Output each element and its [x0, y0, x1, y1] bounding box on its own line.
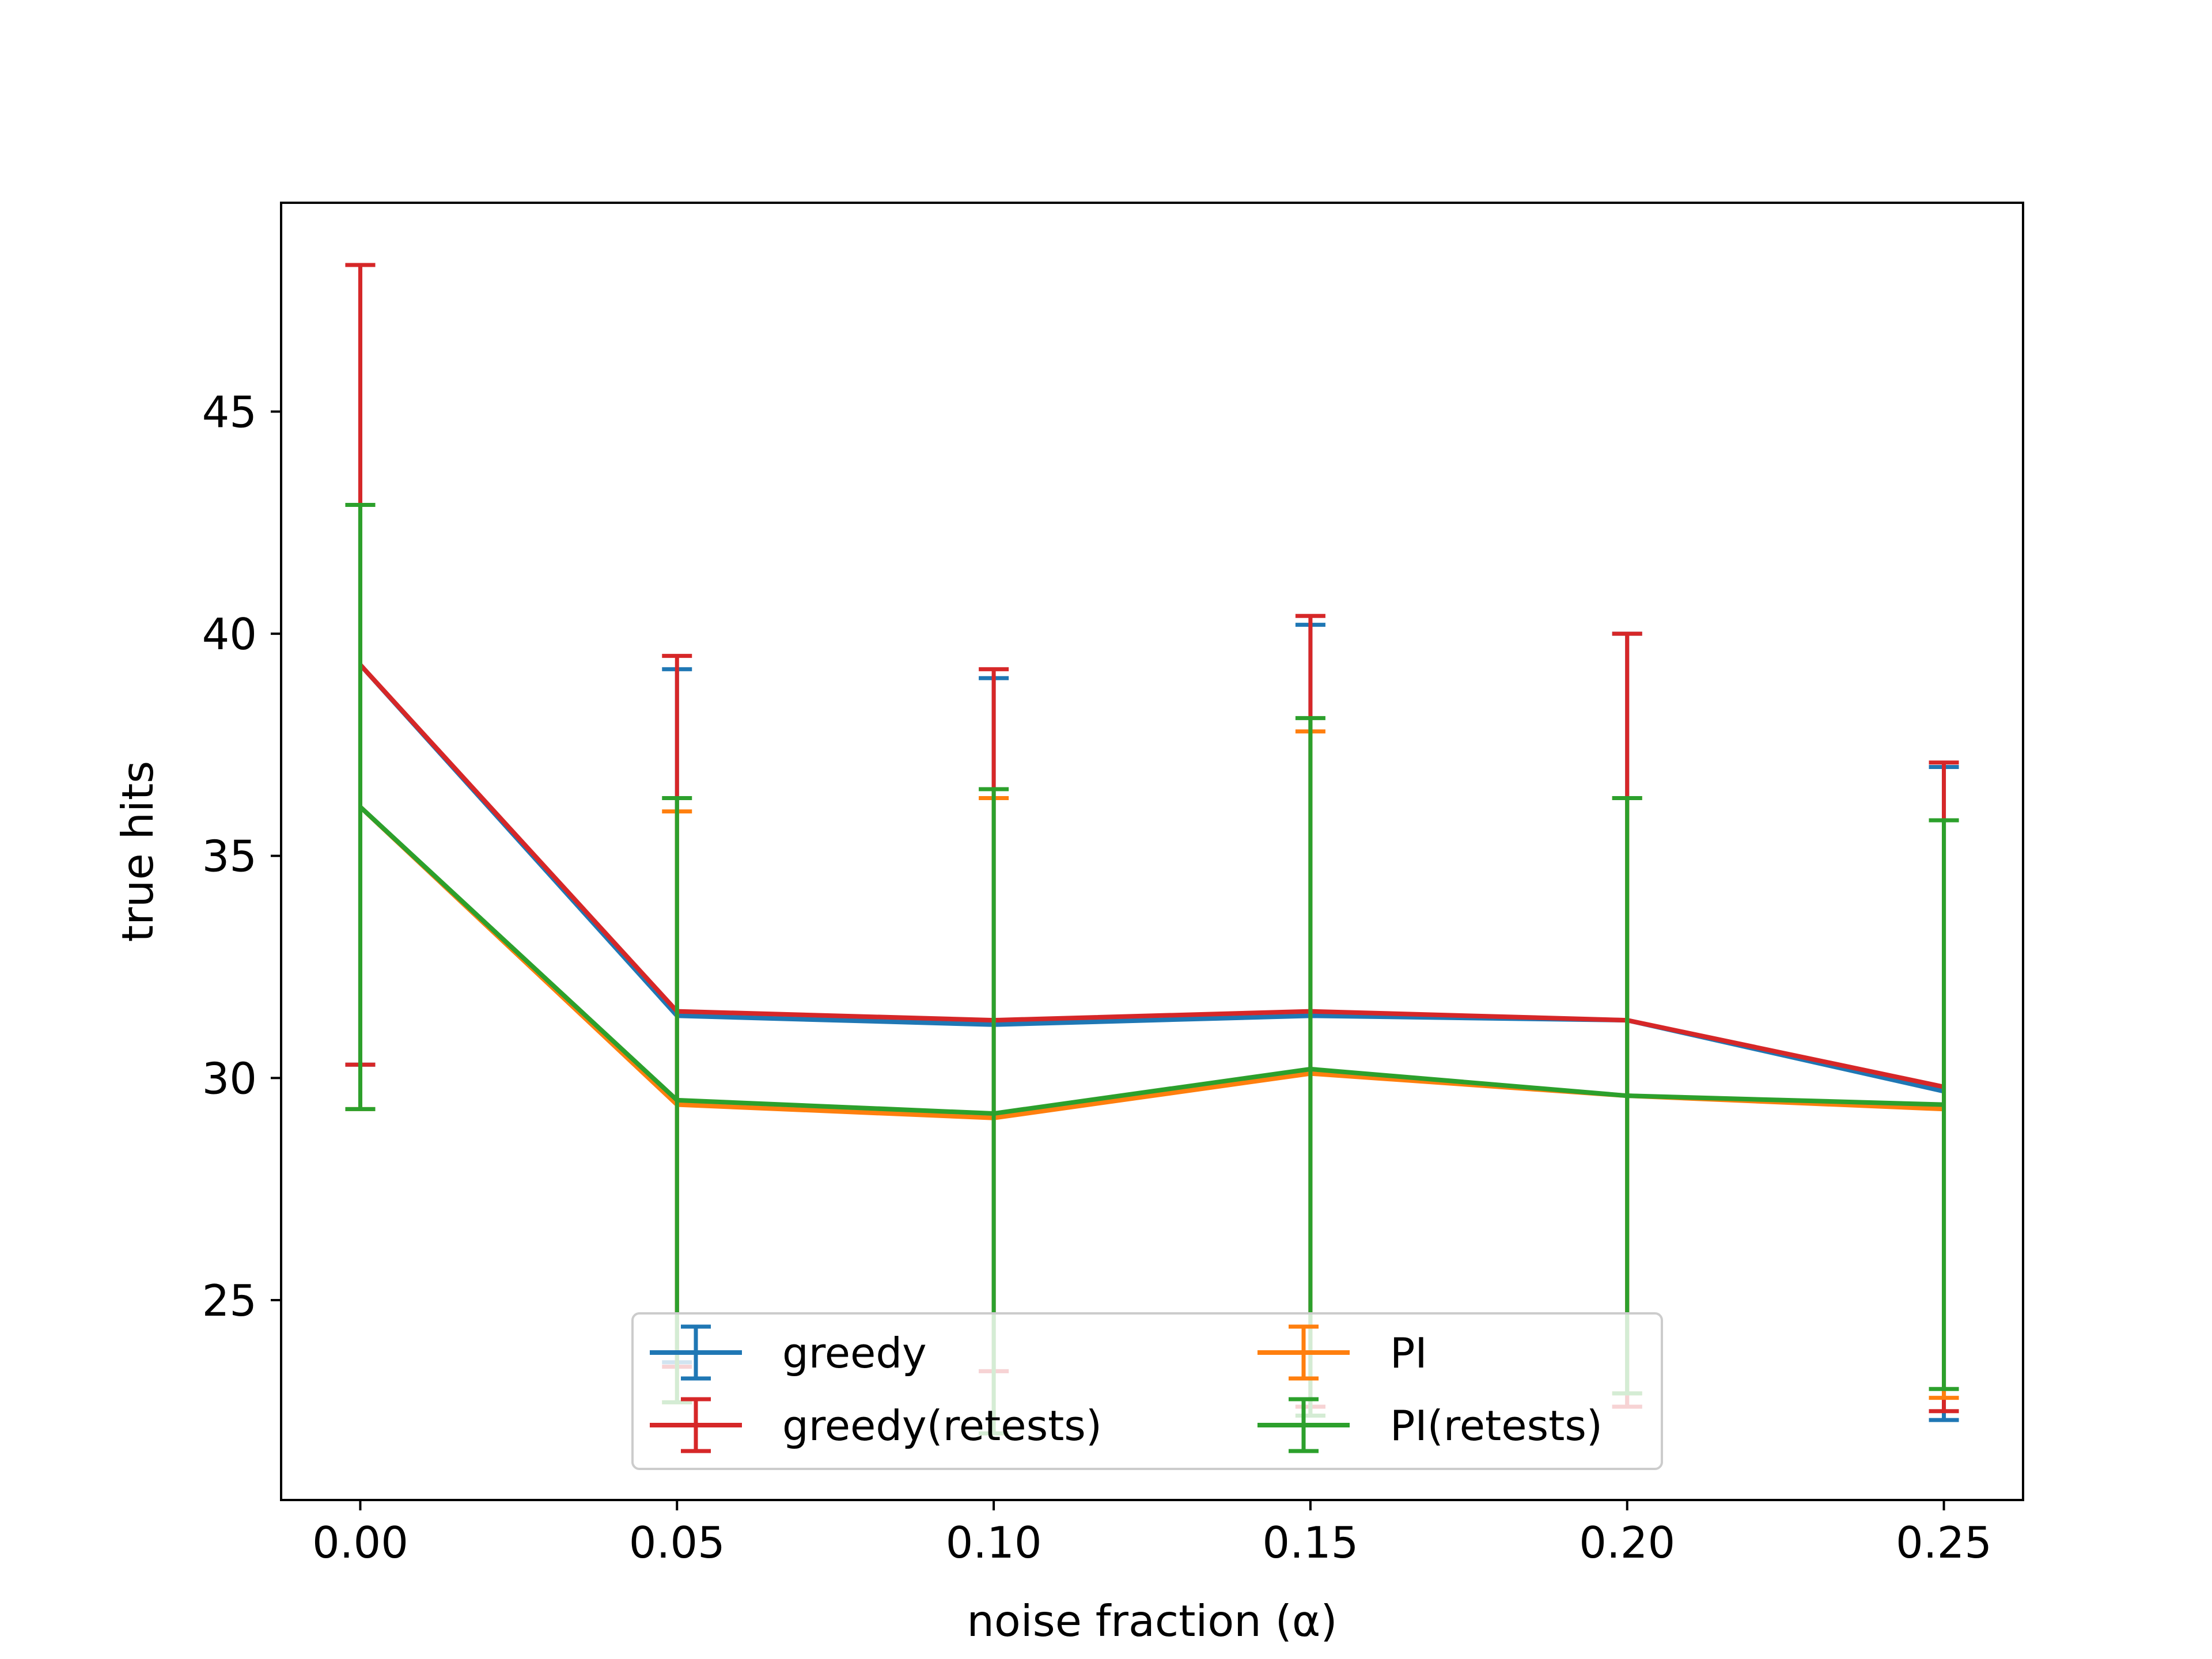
y-tick-label: 30 — [202, 1053, 257, 1104]
legend-entry-greedy: greedy — [650, 1324, 927, 1381]
legend: greedy greedy(retests) PI PI(retests) — [631, 1312, 1663, 1470]
x-tick-label: 0.05 — [629, 1517, 725, 1568]
y-tick-label: 35 — [202, 831, 257, 882]
y-axis-label: true hits — [112, 761, 163, 942]
x-tick-label: 0.00 — [312, 1517, 408, 1568]
legend-label: greedy(retests) — [782, 1402, 1102, 1450]
y-tick-label: 40 — [202, 609, 257, 660]
legend-entry-greedy(retests): greedy(retests) — [650, 1397, 1102, 1453]
x-tick-label: 0.15 — [1262, 1517, 1358, 1568]
legend-entry-PI: PI — [1257, 1324, 1427, 1381]
plot-frame — [280, 202, 2024, 1501]
ticks-layer: 0.00 0.05 0.10 0.15 0.20 0.25 25 30 35 40 45 — [202, 387, 1992, 1568]
series-line — [358, 663, 1945, 1089]
x-tick-label: 0.25 — [1896, 1517, 1992, 1568]
legend-box — [631, 1312, 1663, 1470]
series-layer — [345, 263, 1959, 1435]
series-line — [358, 805, 1944, 1116]
x-axis-label: noise fraction (α) — [967, 1596, 1337, 1646]
legend-entry-PI(retests): PI(retests) — [1257, 1397, 1603, 1453]
legend-label: PI(retests) — [1390, 1402, 1603, 1450]
y-tick-label: 45 — [202, 387, 257, 437]
legend-label: greedy — [782, 1329, 927, 1377]
x-tick-label: 0.10 — [946, 1517, 1042, 1568]
x-tick-label: 0.20 — [1579, 1517, 1675, 1568]
legend-label: PI — [1390, 1329, 1427, 1377]
series-PI(retests) — [345, 502, 1959, 1435]
y-tick-label: 25 — [202, 1275, 257, 1326]
